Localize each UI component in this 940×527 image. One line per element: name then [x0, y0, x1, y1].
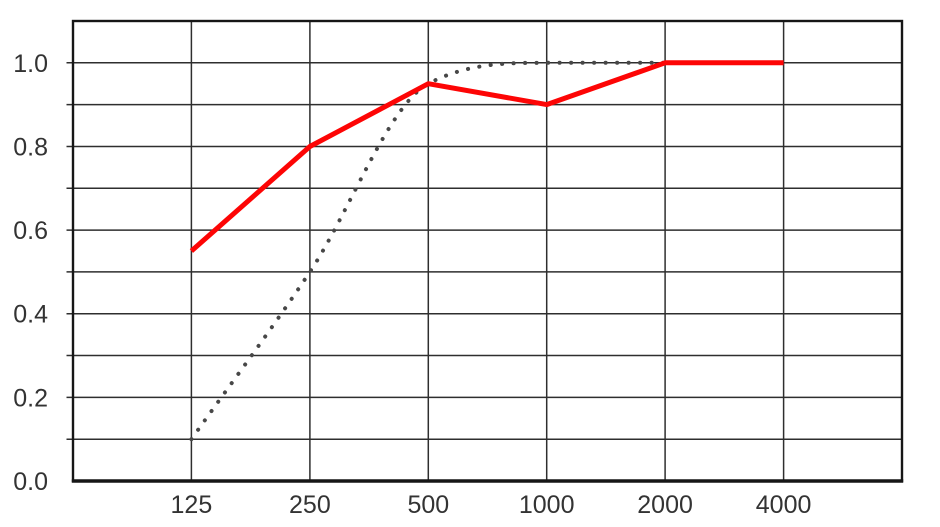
x-tick-label: 1000	[519, 491, 575, 519]
y-tick-label: 0.8	[13, 134, 48, 162]
red-solid-series	[189, 60, 784, 253]
y-tick-label: 1.0	[13, 50, 48, 78]
y-tick-label: 0.0	[13, 468, 48, 496]
x-tick-label: 500	[407, 491, 449, 519]
y-tick-label: 0.2	[13, 384, 48, 412]
x-tick-label: 125	[171, 491, 213, 519]
dotted-gray-series	[189, 60, 786, 442]
x-tick-label: 4000	[756, 491, 812, 519]
y-tick-label: 0.6	[13, 217, 48, 245]
x-tick-label: 2000	[637, 491, 693, 519]
x-tick-label: 250	[289, 491, 331, 519]
y-tick-label: 0.4	[13, 301, 48, 329]
plot-frame	[71, 19, 904, 483]
